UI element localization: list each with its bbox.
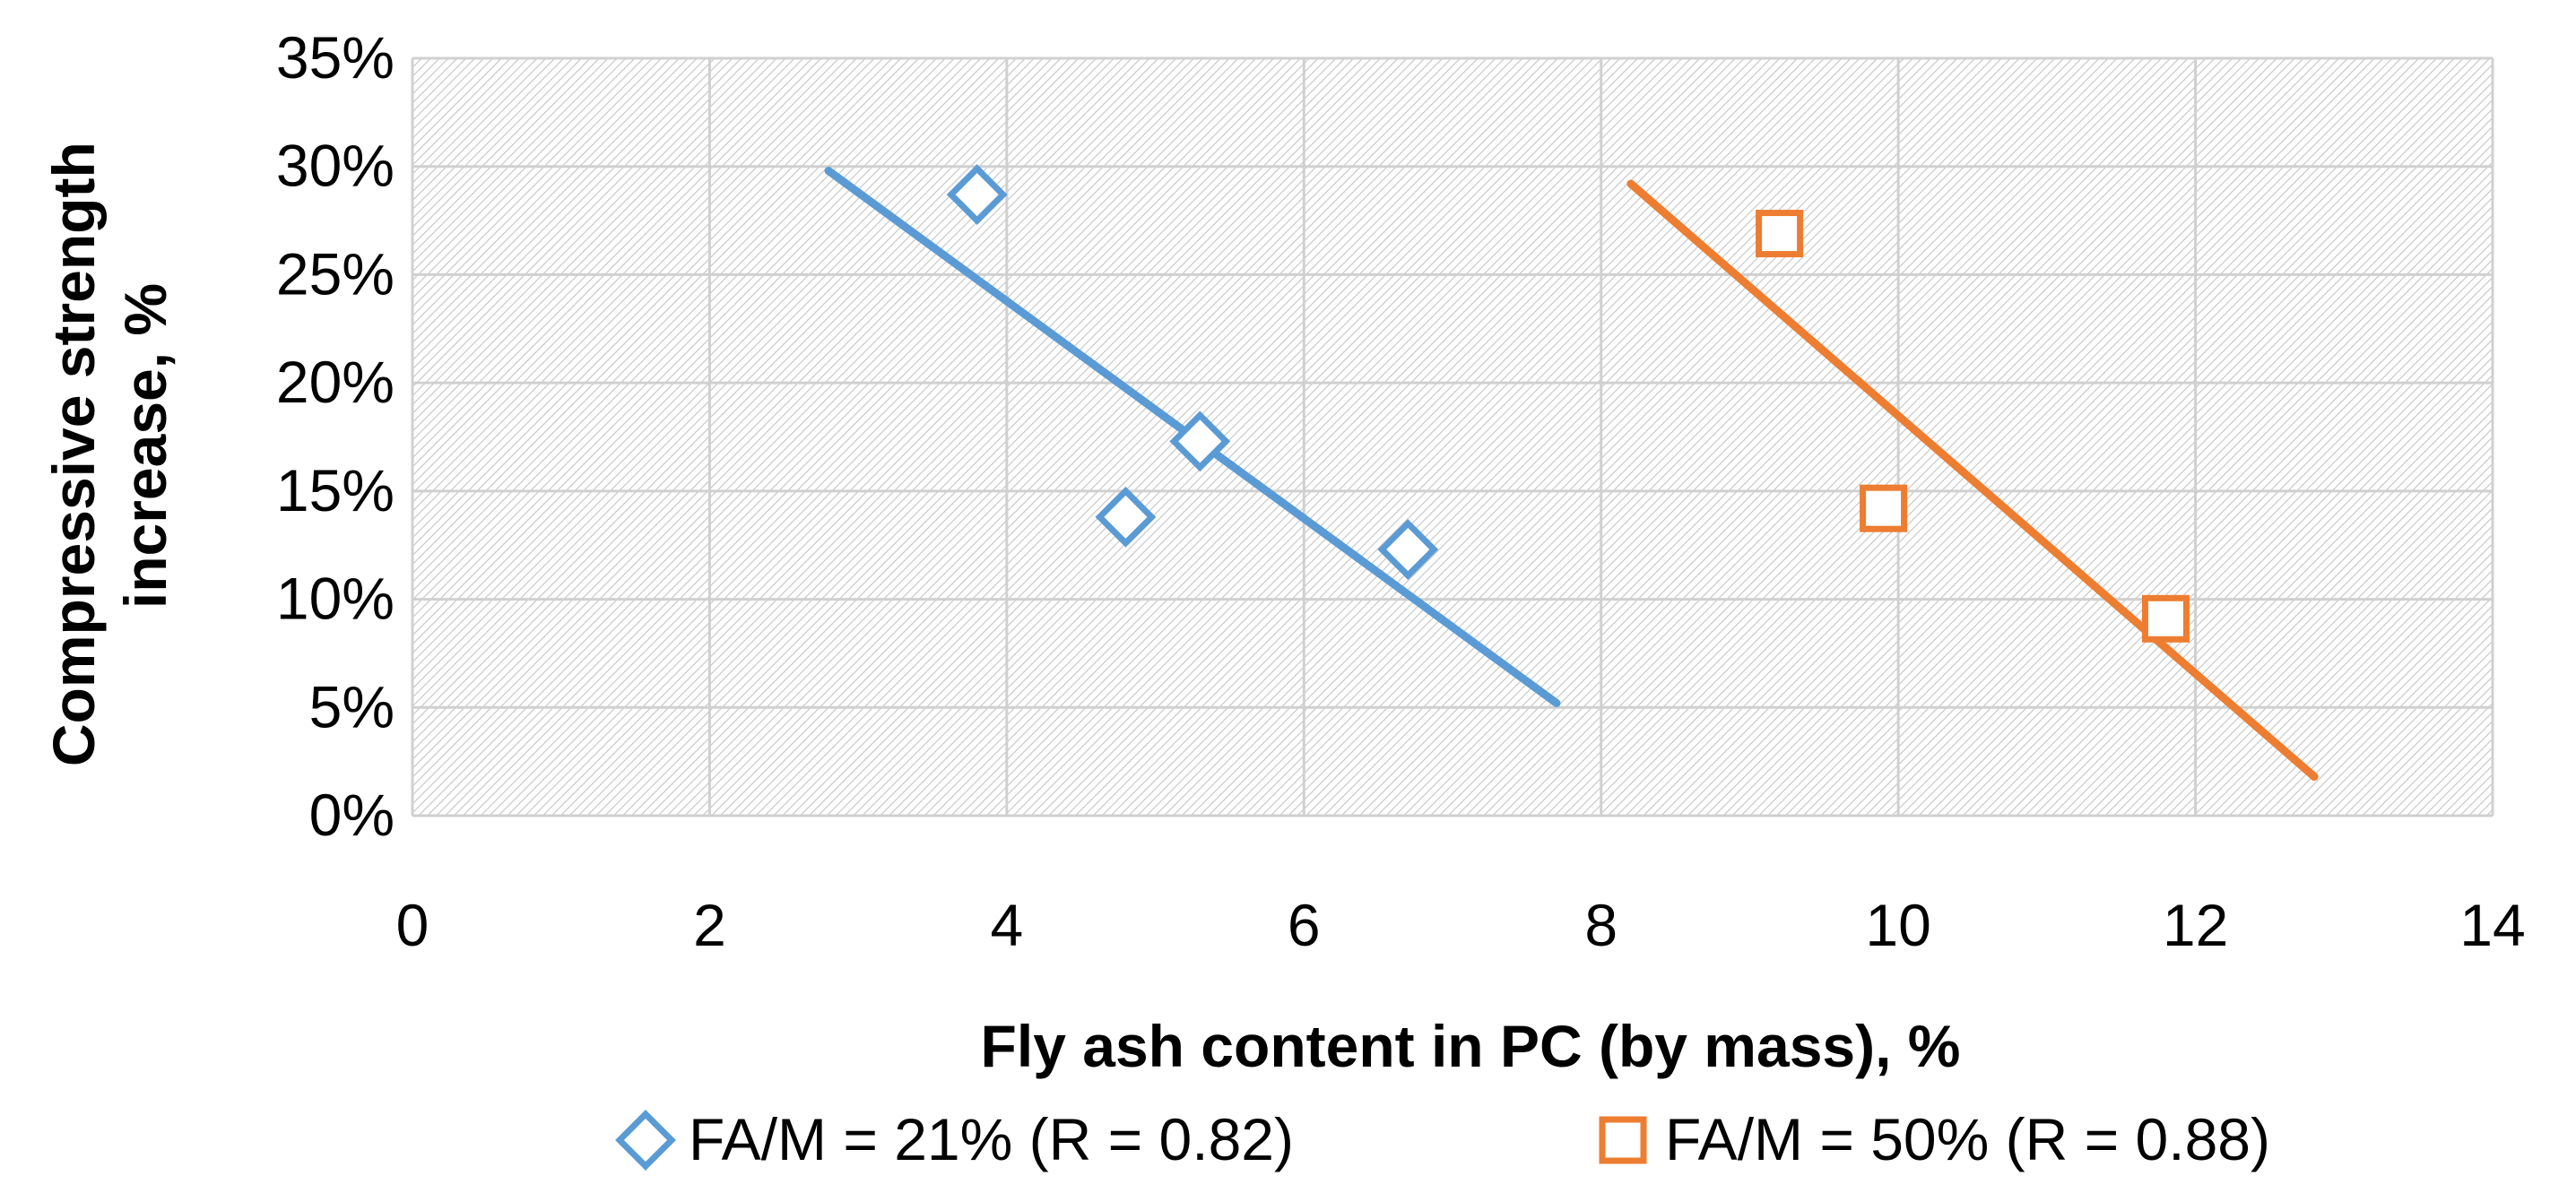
x-tick-label: 10 (1865, 892, 1930, 958)
y-tick-label: 5% (309, 673, 395, 739)
x-tick-label: 2 (693, 892, 726, 958)
series-1 (824, 164, 1561, 707)
data-point-series-2 (1756, 210, 1804, 258)
x-tick-label: 8 (1584, 892, 1618, 958)
legend: FA/M = 21% (R = 0.82) FA/M = 50% (R = 0.8… (615, 1106, 2270, 1172)
legend-label-1: FA/M = 21% (R = 0.82) (689, 1106, 1294, 1172)
data-point-series-1 (1169, 411, 1231, 472)
legend-marker-1 (615, 1110, 676, 1171)
legend-item-2: FA/M = 50% (R = 0.88) (1599, 1106, 2270, 1172)
x-tick-label: 0 (396, 892, 429, 958)
y-axis-title: Compressive strength increase, % (40, 125, 178, 766)
trendline-series-2 (1626, 179, 2319, 782)
legend-label-2: FA/M = 50% (R = 0.88) (1665, 1106, 2270, 1172)
y-tick-label: 25% (276, 240, 395, 307)
series-2 (1626, 179, 2319, 782)
plot-area (412, 58, 2493, 816)
data-point-series-2 (1860, 484, 1908, 532)
x-tick-label: 12 (2163, 892, 2228, 958)
y-tick-label: 35% (276, 24, 395, 91)
y-tick-label: 30% (276, 133, 395, 199)
y-axis-title-line-1: Compressive strength (40, 142, 107, 766)
series-layer (824, 164, 2319, 782)
data-point-series-1 (946, 164, 1008, 226)
y-axis-ticks: 0% 5% 10% 15% 20% 25% 30% 35% (276, 24, 395, 848)
x-tick-label: 14 (2459, 892, 2525, 958)
y-axis-title-line-2: increase, % (112, 283, 178, 609)
x-axis-title: Fly ash content in PC (by mass), % (981, 1013, 1961, 1079)
y-tick-label: 10% (276, 566, 395, 632)
x-tick-label: 6 (1288, 892, 1321, 958)
legend-marker-2 (1599, 1116, 1647, 1164)
data-point-series-1 (1377, 519, 1439, 580)
y-tick-label: 15% (276, 457, 395, 523)
x-axis-ticks: 0 2 4 6 8 10 12 14 (396, 892, 2526, 958)
x-tick-label: 4 (990, 892, 1023, 958)
legend-item-1: FA/M = 21% (R = 0.82) (615, 1106, 1294, 1172)
grid (411, 56, 2494, 817)
y-tick-label: 0% (309, 782, 395, 848)
data-point-series-2 (2141, 594, 2190, 643)
data-point-series-1 (1095, 486, 1157, 548)
y-tick-label: 20% (276, 349, 395, 415)
